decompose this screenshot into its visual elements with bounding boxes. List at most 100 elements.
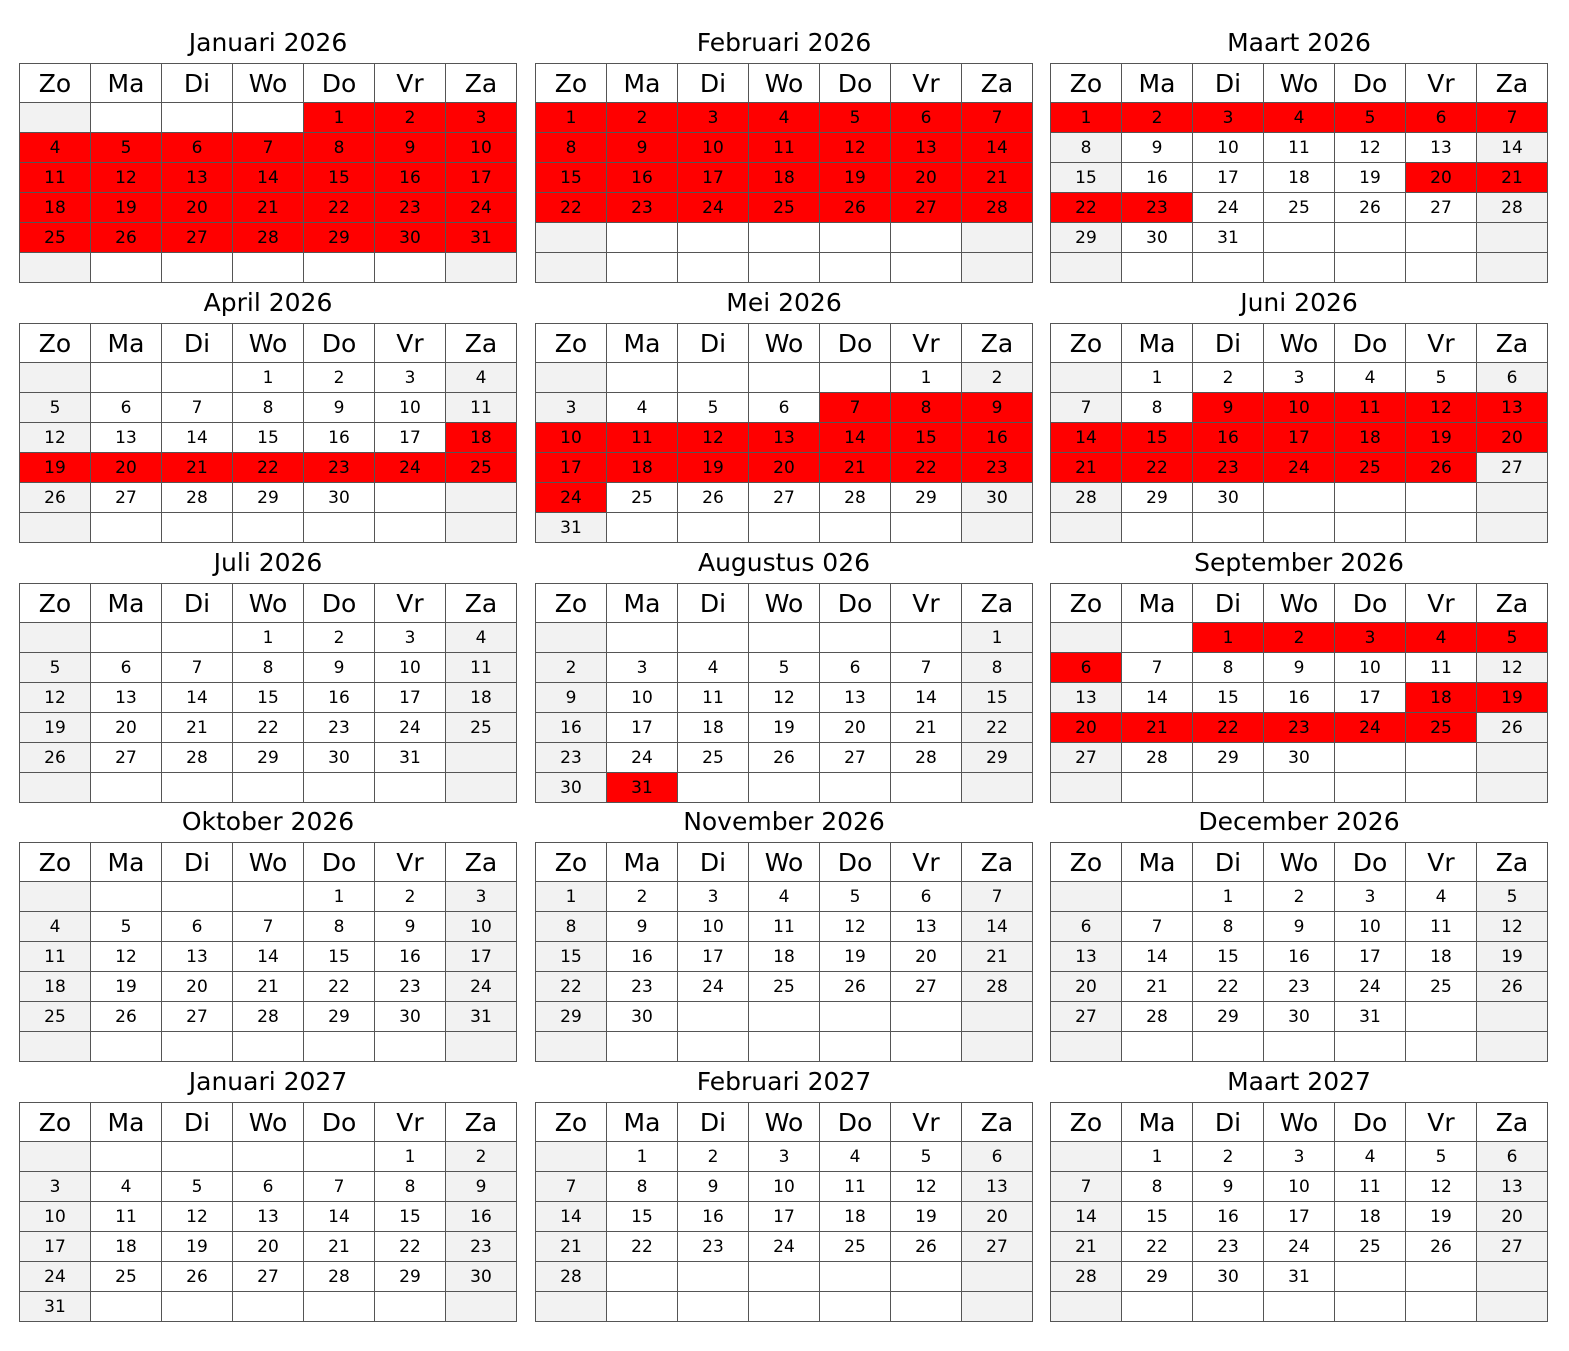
empty-cell (1476, 1291, 1548, 1322)
day-cell: 26 (1334, 192, 1406, 223)
day-cell: 9 (1263, 911, 1335, 942)
day-cell-highlighted: 2 (606, 102, 678, 133)
day-cell-highlighted: 8 (303, 132, 375, 163)
day-cell: 21 (890, 712, 962, 743)
week-row: 15 16 17 18 19 20 21 (1050, 162, 1548, 193)
weekday-header: Ma (1121, 323, 1193, 363)
empty-cell (1121, 1291, 1193, 1322)
weekday-header: Do (1334, 842, 1406, 882)
empty-cell (303, 512, 375, 543)
day-cell: 16 (535, 712, 607, 743)
day-cell: 9 (303, 392, 375, 423)
empty-cell (819, 252, 891, 283)
day-cell-highlighted: 7 (819, 392, 891, 423)
weekday-header: Wo (232, 583, 304, 623)
day-cell: 7 (890, 652, 962, 683)
day-cell: 22 (1121, 1231, 1193, 1262)
day-cell: 3 (1263, 1141, 1335, 1172)
day-cell-highlighted: 28 (961, 192, 1033, 223)
day-cell: 22 (232, 712, 304, 743)
day-cell-highlighted: 26 (1405, 452, 1477, 483)
day-cell: 28 (303, 1261, 375, 1292)
month-calendar: April 2026 Zo Ma Di Wo Do Vr Za 1 2 3 4 5 6 7 8 9 10 11 12 1… (19, 283, 517, 543)
day-cell: 5 (1476, 881, 1548, 912)
month-title: Maart 2026 (1227, 28, 1371, 57)
empty-cell (1192, 772, 1264, 803)
week-row (535, 1291, 1033, 1322)
day-cell-highlighted: 29 (303, 222, 375, 253)
empty-cell (445, 482, 517, 513)
weekday-header: Za (445, 583, 517, 623)
day-cell: 3 (374, 622, 446, 653)
day-cell: 18 (819, 1201, 891, 1232)
day-cell: 9 (445, 1171, 517, 1202)
weekday-header-row: Zo Ma Di Wo Do Vr Za (1050, 842, 1548, 882)
day-cell: 27 (1405, 192, 1477, 223)
empty-cell (1334, 252, 1406, 283)
empty-cell (535, 222, 607, 253)
weekday-header: Di (1192, 583, 1264, 623)
empty-cell (819, 1031, 891, 1062)
day-cell: 28 (1121, 1001, 1193, 1032)
week-row: 14 15 16 17 18 19 20 (1050, 1201, 1548, 1232)
day-cell: 2 (677, 1141, 749, 1172)
day-cell-highlighted: 15 (1121, 422, 1193, 453)
day-cell-highlighted: 16 (606, 162, 678, 193)
weekday-header: Zo (535, 1102, 607, 1142)
week-row: 30 31 (535, 772, 1033, 803)
day-cell: 2 (606, 881, 678, 912)
day-cell: 7 (303, 1171, 375, 1202)
day-cell-highlighted: 1 (1050, 102, 1122, 133)
empty-cell (677, 1291, 749, 1322)
day-cell: 4 (90, 1171, 162, 1202)
empty-cell (535, 252, 607, 283)
day-cell: 7 (1121, 911, 1193, 942)
day-cell: 5 (819, 881, 891, 912)
day-cell-highlighted: 18 (1334, 422, 1406, 453)
day-cell: 15 (303, 941, 375, 972)
week-row: 22 23 24 25 26 27 28 (535, 192, 1033, 223)
empty-cell (445, 1031, 517, 1062)
day-cell-highlighted: 30 (374, 222, 446, 253)
day-cell: 7 (535, 1171, 607, 1202)
day-cell: 21 (232, 971, 304, 1002)
day-cell: 30 (1121, 222, 1193, 253)
weekday-header: Za (1476, 323, 1548, 363)
weekday-header: Za (445, 323, 517, 363)
day-cell: 17 (677, 941, 749, 972)
day-cell: 8 (606, 1171, 678, 1202)
day-cell: 21 (961, 941, 1033, 972)
week-row: 8 9 10 11 12 13 14 (535, 132, 1033, 163)
month-grid: Zo Ma Di Wo Do Vr Za 1 2 3 4 5 6 7 8 9 10 11 12 13 14 15 16 17 1… (19, 63, 517, 283)
week-row: 25 26 27 28 29 30 31 (19, 1001, 517, 1032)
weekday-header: Vr (1405, 842, 1477, 882)
weekday-header: Vr (890, 323, 962, 363)
day-cell: 4 (748, 881, 820, 912)
day-cell: 20 (890, 941, 962, 972)
day-cell: 13 (232, 1201, 304, 1232)
day-cell: 10 (1263, 1171, 1335, 1202)
day-cell: 2 (1192, 1141, 1264, 1172)
day-cell: 31 (445, 1001, 517, 1032)
day-cell: 30 (445, 1261, 517, 1292)
day-cell: 23 (677, 1231, 749, 1262)
day-cell: 27 (748, 482, 820, 513)
day-cell: 5 (1405, 1141, 1477, 1172)
day-cell-highlighted: 21 (961, 162, 1033, 193)
empty-cell (748, 362, 820, 393)
month-title: December 2026 (1198, 807, 1400, 836)
weekday-header: Vr (1405, 1102, 1477, 1142)
day-cell: 5 (19, 392, 91, 423)
month-title: Mei 2026 (726, 288, 842, 317)
day-cell: 4 (606, 392, 678, 423)
day-cell: 9 (677, 1171, 749, 1202)
empty-cell (606, 1291, 678, 1322)
weekday-header: Za (961, 63, 1033, 103)
empty-cell (961, 512, 1033, 543)
day-cell: 24 (677, 971, 749, 1002)
day-cell: 27 (1050, 1001, 1122, 1032)
day-cell: 6 (748, 392, 820, 423)
